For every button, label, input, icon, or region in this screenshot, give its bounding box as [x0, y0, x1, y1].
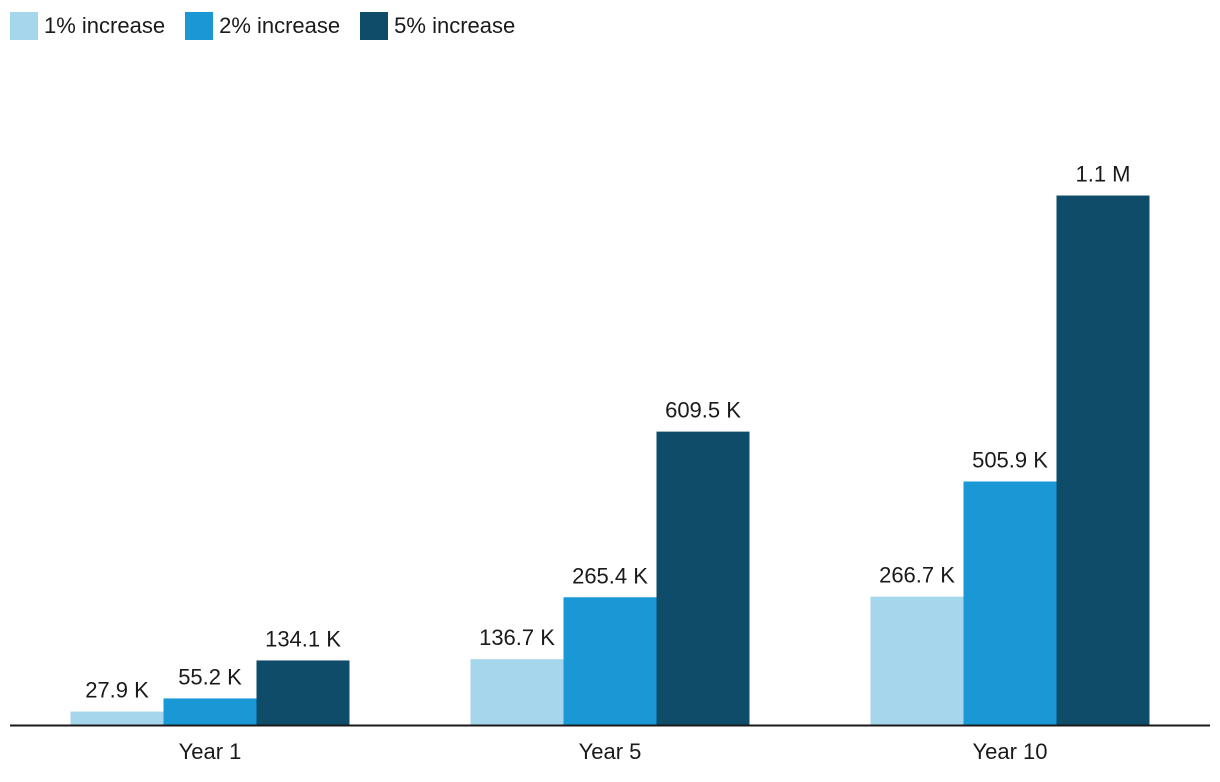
- data-label-year-5-series-2: 265.4 K: [572, 563, 648, 588]
- bar-year-1-series-2: [163, 698, 257, 725]
- data-label-year-1-series-2: 55.2 K: [178, 664, 242, 689]
- x-tick-label-year-10: Year 10: [972, 739, 1047, 764]
- legend-label-5pct: 5% increase: [394, 13, 516, 38]
- x-tick-label-year-1: Year 1: [179, 739, 242, 764]
- legend-item-5pct: 5% increase: [360, 12, 515, 40]
- bar-year-5-series-1: [470, 659, 564, 725]
- data-label-year-10-series-1: 266.7 K: [879, 563, 955, 588]
- bar-year-1-series-1: [70, 711, 164, 725]
- bar-year-10-series-2: [963, 481, 1057, 725]
- data-label-year-10-series-3: 1.1 M: [1075, 162, 1130, 187]
- data-label-year-5-series-3: 609.5 K: [665, 398, 741, 423]
- legend-item-1pct: 1% increase: [10, 12, 165, 40]
- legend-item-2pct: 2% increase: [185, 12, 340, 40]
- bar-year-1-series-3: [256, 660, 350, 725]
- legend-swatch-2pct: [185, 12, 214, 40]
- bar-year-10-series-1: [870, 596, 964, 725]
- data-label-year-1-series-3: 134.1 K: [265, 626, 341, 651]
- data-label-year-1-series-1: 27.9 K: [85, 678, 149, 703]
- legend-label-1pct: 1% increase: [44, 13, 166, 38]
- legend-swatch-5pct: [360, 12, 389, 40]
- legend: 1% increase 2% increase 5% increase: [10, 12, 515, 40]
- bar-year-5-series-3: [656, 431, 750, 725]
- bar-year-5-series-2: [563, 597, 657, 725]
- bar-year-10-series-3: [1056, 195, 1150, 725]
- x-tick-label-year-5: Year 5: [579, 739, 642, 764]
- data-label-year-10-series-2: 505.9 K: [972, 447, 1048, 472]
- legend-swatch-1pct: [10, 12, 38, 40]
- legend-label-2pct: 2% increase: [219, 13, 341, 38]
- data-label-year-5-series-1: 136.7 K: [479, 625, 555, 650]
